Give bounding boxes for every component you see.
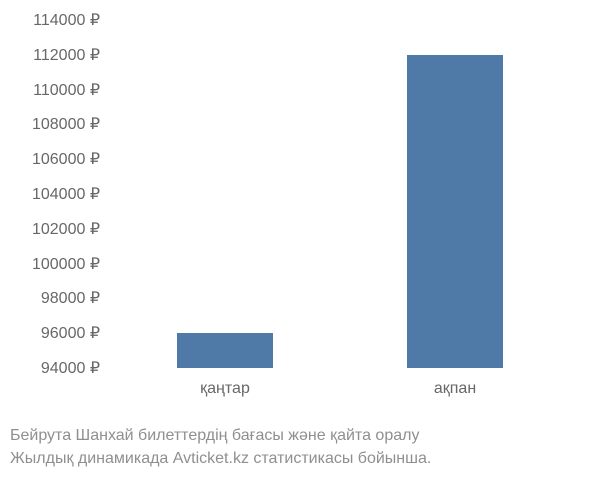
- bar: [407, 55, 504, 368]
- y-tick-label: 104000 ₽: [32, 184, 100, 204]
- chart-caption: Бейрута Шанхай билеттердің бағасы және қ…: [10, 425, 590, 470]
- y-tick-label: 102000 ₽: [32, 219, 100, 239]
- bar-chart: 94000 ₽ 96000 ₽ 98000 ₽ 100000 ₽ 102000 ₽ 104…: [0, 0, 600, 420]
- y-axis: 94000 ₽96000 ₽98000 ₽100000 ₽102000 ₽104…: [0, 20, 105, 368]
- y-tick-label: 98000 ₽: [41, 288, 100, 308]
- plot-area: [110, 20, 570, 368]
- x-tick-label: ақпан: [434, 380, 476, 398]
- y-tick-label: 114000 ₽: [33, 10, 100, 30]
- bar: [177, 333, 274, 368]
- y-tick-label: 108000 ₽: [32, 114, 100, 134]
- y-tick-label: 94000 ₽: [41, 358, 100, 378]
- y-tick-label: 112000 ₽: [33, 45, 100, 65]
- y-tick-label: 100000 ₽: [32, 254, 100, 274]
- y-tick-label: 96000 ₽: [41, 323, 100, 343]
- y-tick-label: 110000 ₽: [33, 80, 100, 100]
- y-tick-label: 106000 ₽: [32, 149, 100, 169]
- caption-line-1: Бейрута Шанхай билеттердің бағасы және қ…: [10, 425, 590, 447]
- x-axis: қаңтар ақпан: [110, 372, 570, 402]
- x-tick-label: қаңтар: [200, 380, 250, 398]
- caption-line-2: Жылдық динамикада Avticket.kz статистика…: [10, 448, 590, 470]
